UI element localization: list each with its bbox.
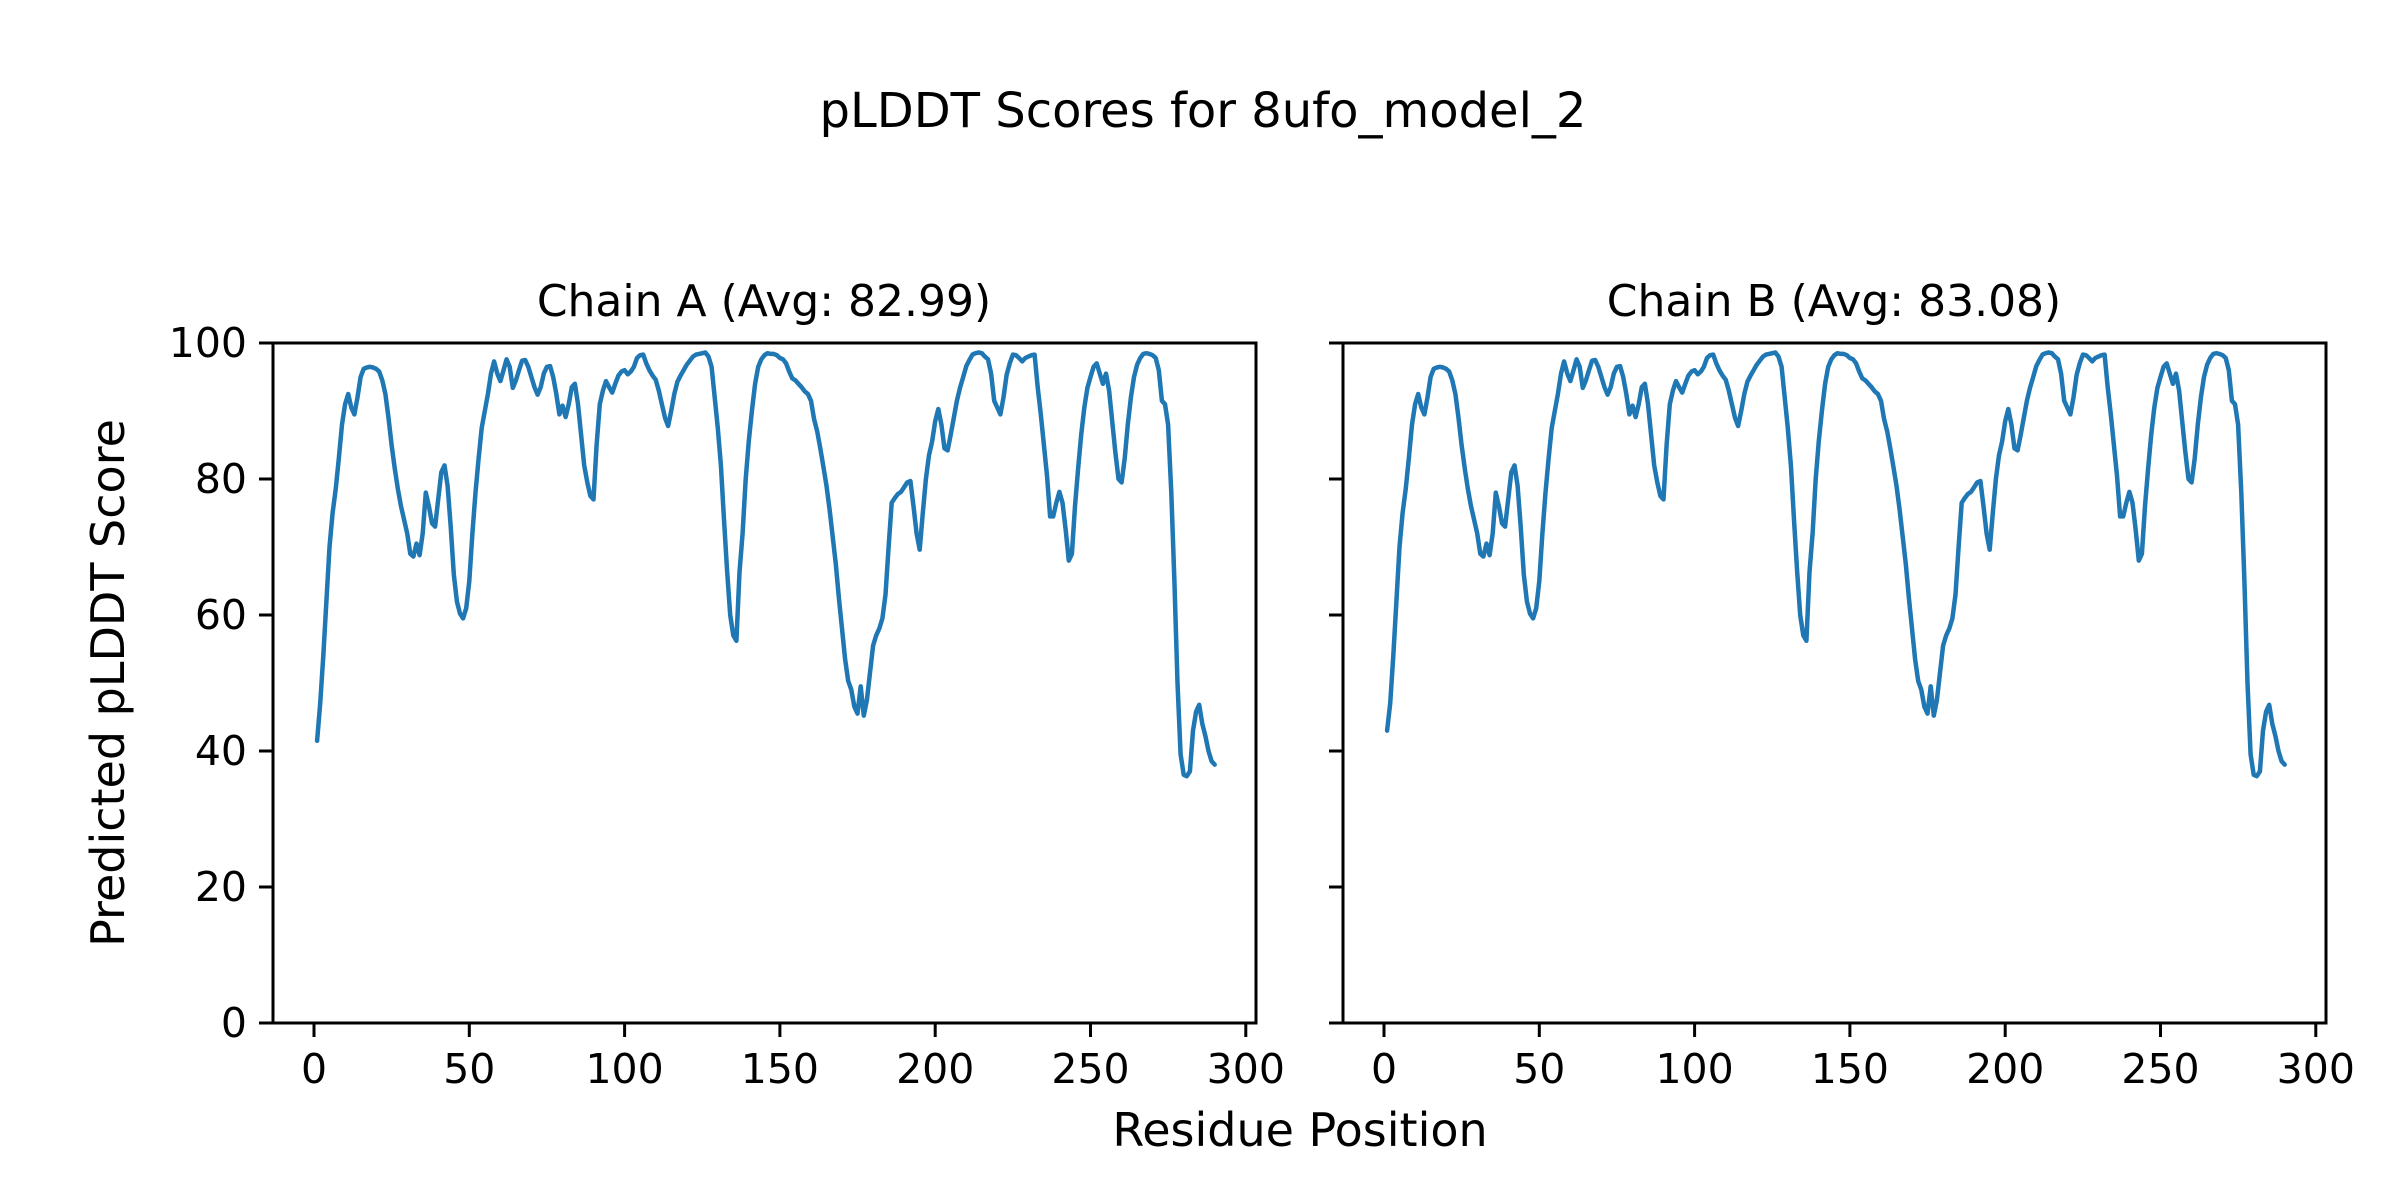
y-tick-label: 60 bbox=[195, 591, 247, 639]
x-tick-label: 150 bbox=[741, 1045, 819, 1093]
figure-title: pLDDT Scores for 8ufo_model_2 bbox=[820, 83, 1587, 139]
subplot-chain-b: 0 50 100 150 200 250 300 bbox=[1329, 341, 2355, 1093]
plddt-line-chain-B bbox=[1384, 350, 2287, 779]
subplot-a-title: Chain A (Avg: 82.99) bbox=[537, 276, 991, 327]
subplot-b-title: Chain B (Avg: 83.08) bbox=[1607, 276, 2061, 327]
y-tick-label: 20 bbox=[195, 863, 247, 911]
y-tick-label: 80 bbox=[195, 455, 247, 503]
x-tick-label: 50 bbox=[443, 1045, 495, 1093]
x-tick-label: 250 bbox=[1051, 1045, 1129, 1093]
y-tick-label: 100 bbox=[169, 319, 247, 367]
x-tick-label: 100 bbox=[585, 1045, 663, 1093]
x-axis-label: Residue Position bbox=[1112, 1103, 1487, 1157]
axes-spines bbox=[1341, 341, 2328, 1025]
plddt-line-chain-A bbox=[314, 350, 1217, 779]
x-tick-label: 0 bbox=[301, 1045, 327, 1093]
y-tick-label: 40 bbox=[195, 727, 247, 775]
x-tick-label: 200 bbox=[1966, 1045, 2044, 1093]
x-tick-label: 50 bbox=[1513, 1045, 1565, 1093]
x-tick-label: 200 bbox=[896, 1045, 974, 1093]
axes-spines bbox=[271, 341, 1258, 1025]
x-tick-label: 150 bbox=[1811, 1045, 1889, 1093]
y-axis-label: Predicted pLDDT Score bbox=[81, 419, 135, 947]
x-tick-label: 300 bbox=[2277, 1045, 2355, 1093]
x-tick-label: 250 bbox=[2121, 1045, 2199, 1093]
x-tick-label: 100 bbox=[1655, 1045, 1733, 1093]
subplot-chain-a: 0 50 100 150 200 250 300 0 20 40 60 80 100 bbox=[169, 319, 1285, 1093]
y-tick-label: 0 bbox=[221, 999, 247, 1047]
x-tick-label: 0 bbox=[1371, 1045, 1397, 1093]
x-tick-label: 300 bbox=[1207, 1045, 1285, 1093]
